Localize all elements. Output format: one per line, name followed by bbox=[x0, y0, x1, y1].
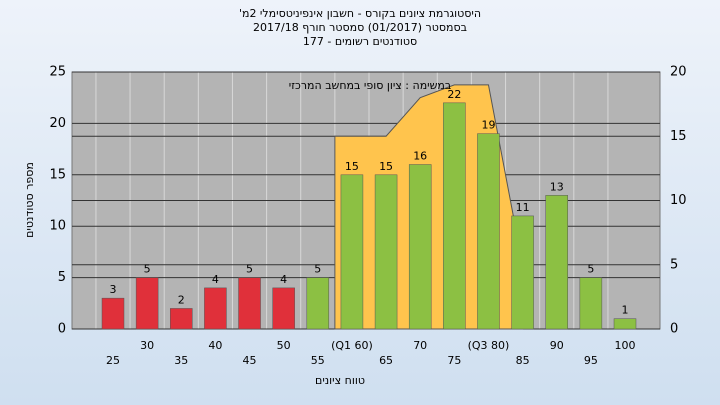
value-label: 5 bbox=[144, 263, 151, 276]
y2-tick-label: 20 bbox=[670, 65, 687, 80]
x-tick-label: 75 bbox=[447, 354, 461, 367]
x-tick-label: 85 bbox=[516, 354, 530, 367]
value-label: 1 bbox=[622, 304, 629, 317]
y-tick-label: 25 bbox=[49, 65, 66, 80]
value-label: 16 bbox=[413, 150, 427, 163]
bar bbox=[443, 102, 466, 330]
y-tick-label: 10 bbox=[49, 219, 66, 234]
value-label: 15 bbox=[379, 160, 393, 173]
value-label: 15 bbox=[345, 160, 359, 173]
y-tick-label: 15 bbox=[49, 167, 66, 182]
x-tick-label: 70 bbox=[413, 339, 427, 352]
x-tick-label: 50 bbox=[277, 339, 291, 352]
bar bbox=[306, 277, 330, 330]
x-axis-label: טווח ציונים bbox=[315, 374, 365, 387]
bar bbox=[408, 164, 432, 330]
bar bbox=[340, 174, 364, 330]
bar bbox=[135, 277, 159, 330]
chart-subtitle: סטודנטים רשומים - 177 bbox=[303, 35, 417, 48]
value-label: 22 bbox=[447, 88, 461, 101]
bar bbox=[579, 277, 603, 330]
y2-tick-label: 15 bbox=[670, 129, 687, 144]
bar bbox=[374, 174, 398, 330]
x-tick-label: 25 bbox=[106, 354, 120, 367]
value-label: 5 bbox=[314, 263, 321, 276]
y2-tick-label: 0 bbox=[670, 322, 678, 337]
x-tick-label: (Q3 80) bbox=[468, 339, 510, 352]
x-tick-label: 65 bbox=[379, 354, 393, 367]
x-tick-label: 30 bbox=[140, 339, 154, 352]
value-label: 3 bbox=[110, 283, 117, 296]
value-label: 4 bbox=[280, 273, 287, 286]
bar bbox=[511, 215, 534, 330]
y2-tick-label: 10 bbox=[670, 193, 687, 208]
y-axis-label: מספר סטודנטים bbox=[23, 162, 36, 238]
y-tick-label: 0 bbox=[58, 322, 66, 337]
x-tick-label: 95 bbox=[584, 354, 598, 367]
bar bbox=[477, 133, 500, 330]
chart-title: היסטוגרמת ציונים בקורס - חשבון אינפיניטס… bbox=[239, 7, 481, 20]
x-tick-label: 45 bbox=[243, 354, 257, 367]
bar bbox=[204, 287, 227, 330]
bar bbox=[238, 277, 261, 330]
annotation: במשימה : ציון סופי במחשב המרכזי bbox=[289, 79, 452, 92]
x-tick-label: 35 bbox=[174, 354, 188, 367]
bar bbox=[170, 308, 193, 330]
x-tick-label: (Q1 60) bbox=[331, 339, 373, 352]
bar bbox=[545, 195, 568, 330]
value-label: 4 bbox=[212, 273, 219, 286]
x-tick-label: 90 bbox=[550, 339, 564, 352]
bar bbox=[101, 297, 125, 330]
bar bbox=[272, 287, 295, 330]
y-tick-label: 20 bbox=[49, 116, 66, 131]
value-label: 5 bbox=[587, 263, 594, 276]
x-tick-label: 55 bbox=[311, 354, 325, 367]
y-tick-label: 5 bbox=[58, 270, 66, 285]
value-label: 13 bbox=[550, 180, 564, 193]
bar bbox=[613, 318, 637, 330]
x-tick-label: 40 bbox=[208, 339, 222, 352]
value-label: 11 bbox=[516, 201, 530, 214]
value-label: 5 bbox=[246, 263, 253, 276]
value-label: 19 bbox=[481, 119, 495, 132]
chart-subtitle: בסמסטר (01/2017) סמסטר חורף 2017/18 bbox=[253, 21, 467, 34]
value-label: 2 bbox=[178, 293, 185, 306]
y2-tick-label: 5 bbox=[670, 257, 678, 272]
x-tick-label: 100 bbox=[615, 339, 636, 352]
